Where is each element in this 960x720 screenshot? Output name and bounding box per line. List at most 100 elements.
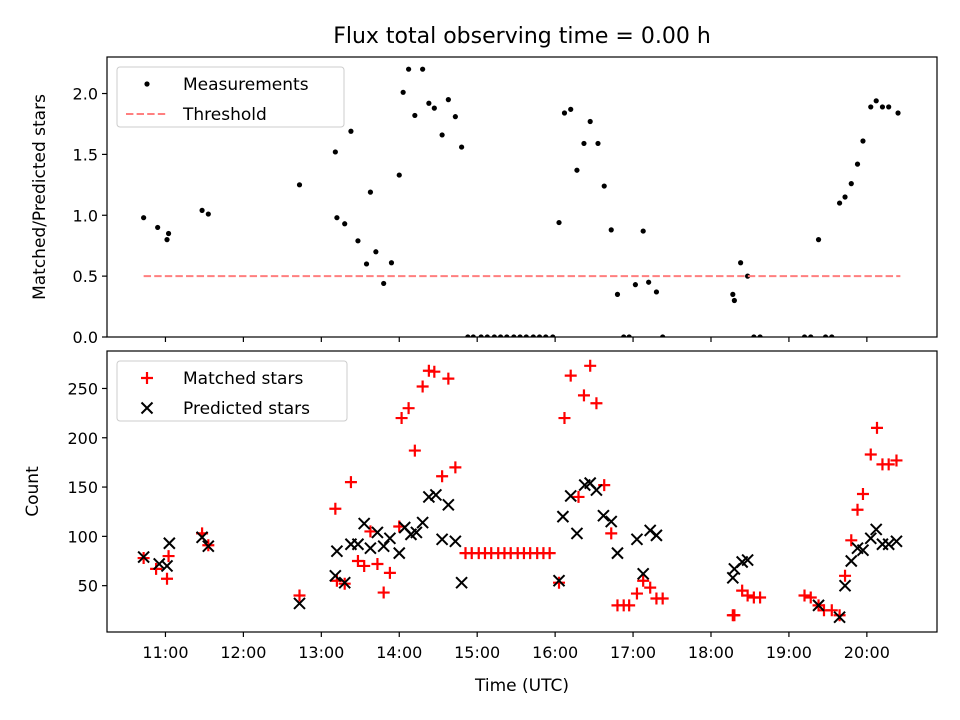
measurement-point xyxy=(155,224,161,231)
matched-star-point xyxy=(590,397,603,410)
matched-star-point xyxy=(436,470,449,483)
predicted-star-point xyxy=(410,526,423,539)
measurement-point xyxy=(836,200,843,206)
measurement-point xyxy=(334,215,340,221)
matched-star-point xyxy=(558,412,571,425)
predicted-star-point xyxy=(590,483,603,497)
x-tick-label: 15:00 xyxy=(454,643,500,662)
legend-cross-icon xyxy=(140,401,154,415)
series-measurements xyxy=(141,66,901,337)
measurement-point xyxy=(426,100,432,106)
predicted-star-point xyxy=(636,567,650,581)
measurement-point xyxy=(895,110,901,116)
matched-star-point xyxy=(351,555,364,568)
predicted-star-point xyxy=(195,531,209,544)
measurement-point xyxy=(373,249,379,255)
predicted-star-point xyxy=(371,526,384,539)
measurement-point xyxy=(412,112,418,119)
predicted-star-point xyxy=(845,554,858,568)
measurement-point xyxy=(396,172,402,178)
y-axis-label: Count xyxy=(23,466,43,517)
measurement-point xyxy=(745,273,751,279)
measurement-point xyxy=(165,230,172,237)
x-tick-label: 12:00 xyxy=(220,643,266,662)
legend-box xyxy=(116,360,348,422)
measurement-point xyxy=(886,104,892,110)
y-axis-label: Matched/Predicted stars xyxy=(30,94,50,300)
matched-star-point xyxy=(395,412,408,425)
x-tick-label: 11:00 xyxy=(142,643,188,662)
measurement-point xyxy=(459,144,465,150)
measurement-point xyxy=(296,182,303,188)
measurement-point xyxy=(848,181,854,187)
y-tick-label: 250 xyxy=(67,379,98,398)
measurement-point xyxy=(355,238,361,244)
measurement-point xyxy=(388,260,395,266)
figure-title: Flux total observing time = 0.00 h xyxy=(333,24,711,49)
measurement-point xyxy=(141,215,147,221)
measurement-point xyxy=(348,128,354,134)
matched-star-point xyxy=(161,572,174,585)
measurement-point xyxy=(363,261,370,267)
measurement-point xyxy=(550,334,556,337)
predicted-star-point xyxy=(611,546,624,560)
matched-star-point xyxy=(856,487,869,500)
measurement-point xyxy=(822,334,829,337)
predicted-star-point xyxy=(856,543,870,557)
matched-star-point xyxy=(344,476,357,489)
matched-star-point xyxy=(150,562,163,575)
legend-plus-icon xyxy=(141,372,153,384)
measurement-point xyxy=(601,183,607,189)
predicted-star-point xyxy=(812,599,825,612)
y-tick-label: 200 xyxy=(67,429,98,448)
measurement-point xyxy=(484,334,490,337)
measurement-point xyxy=(530,334,536,337)
matched-star-point xyxy=(754,591,767,604)
y-tick-label: 0.5 xyxy=(73,267,98,286)
x-tick-label: 13:00 xyxy=(298,643,344,662)
predicted-star-point xyxy=(630,533,644,546)
x-tick-label: 18:00 xyxy=(688,643,734,662)
legend-dot-icon xyxy=(144,81,150,87)
y-tick-label: 0.0 xyxy=(73,328,98,347)
predicted-star-point xyxy=(442,498,455,512)
measurement-point xyxy=(731,297,737,304)
measurement-point xyxy=(332,149,338,155)
measurement-point xyxy=(574,167,580,173)
matched-star-point xyxy=(358,559,371,572)
matched-star-point xyxy=(630,587,643,600)
measurement-point xyxy=(801,334,808,337)
measurement-point xyxy=(367,189,374,195)
matched-star-point xyxy=(377,586,390,599)
legend: Measurements Threshold xyxy=(116,66,345,128)
measurement-point xyxy=(581,140,587,147)
measurement-point xyxy=(868,104,874,110)
legend-box xyxy=(116,66,345,128)
predicted-star-point xyxy=(597,509,610,522)
predicted-star-point xyxy=(330,544,344,558)
measurement-point xyxy=(660,334,666,337)
measurement-point xyxy=(478,334,484,337)
predicted-star-point xyxy=(570,527,584,540)
measurement-point xyxy=(854,161,861,167)
predicted-star-point xyxy=(153,557,166,571)
measurement-point xyxy=(653,289,660,295)
matched-star-point xyxy=(572,490,585,503)
predicted-star-point xyxy=(890,535,903,548)
predicted-star-point xyxy=(882,538,895,551)
measurement-point xyxy=(632,282,638,288)
measurement-point xyxy=(381,280,387,287)
x-tick-label: 16:00 xyxy=(532,643,578,662)
y-tick-label: 100 xyxy=(67,527,98,546)
x-tick-label: 19:00 xyxy=(766,643,812,662)
measurement-point xyxy=(199,207,205,213)
measurement-point xyxy=(842,194,848,200)
predicted-star-point xyxy=(351,538,365,551)
ratio-axes: 0.0 0.5 1.0 1.5 2.0 Matched/Predicted stars Me… xyxy=(30,56,938,347)
legend-label: Predicted stars xyxy=(183,399,310,419)
plot-area xyxy=(137,359,903,624)
matched-star-point xyxy=(577,389,590,402)
measurement-point xyxy=(568,106,574,112)
matched-star-point xyxy=(637,574,650,587)
measurement-point xyxy=(205,211,211,217)
